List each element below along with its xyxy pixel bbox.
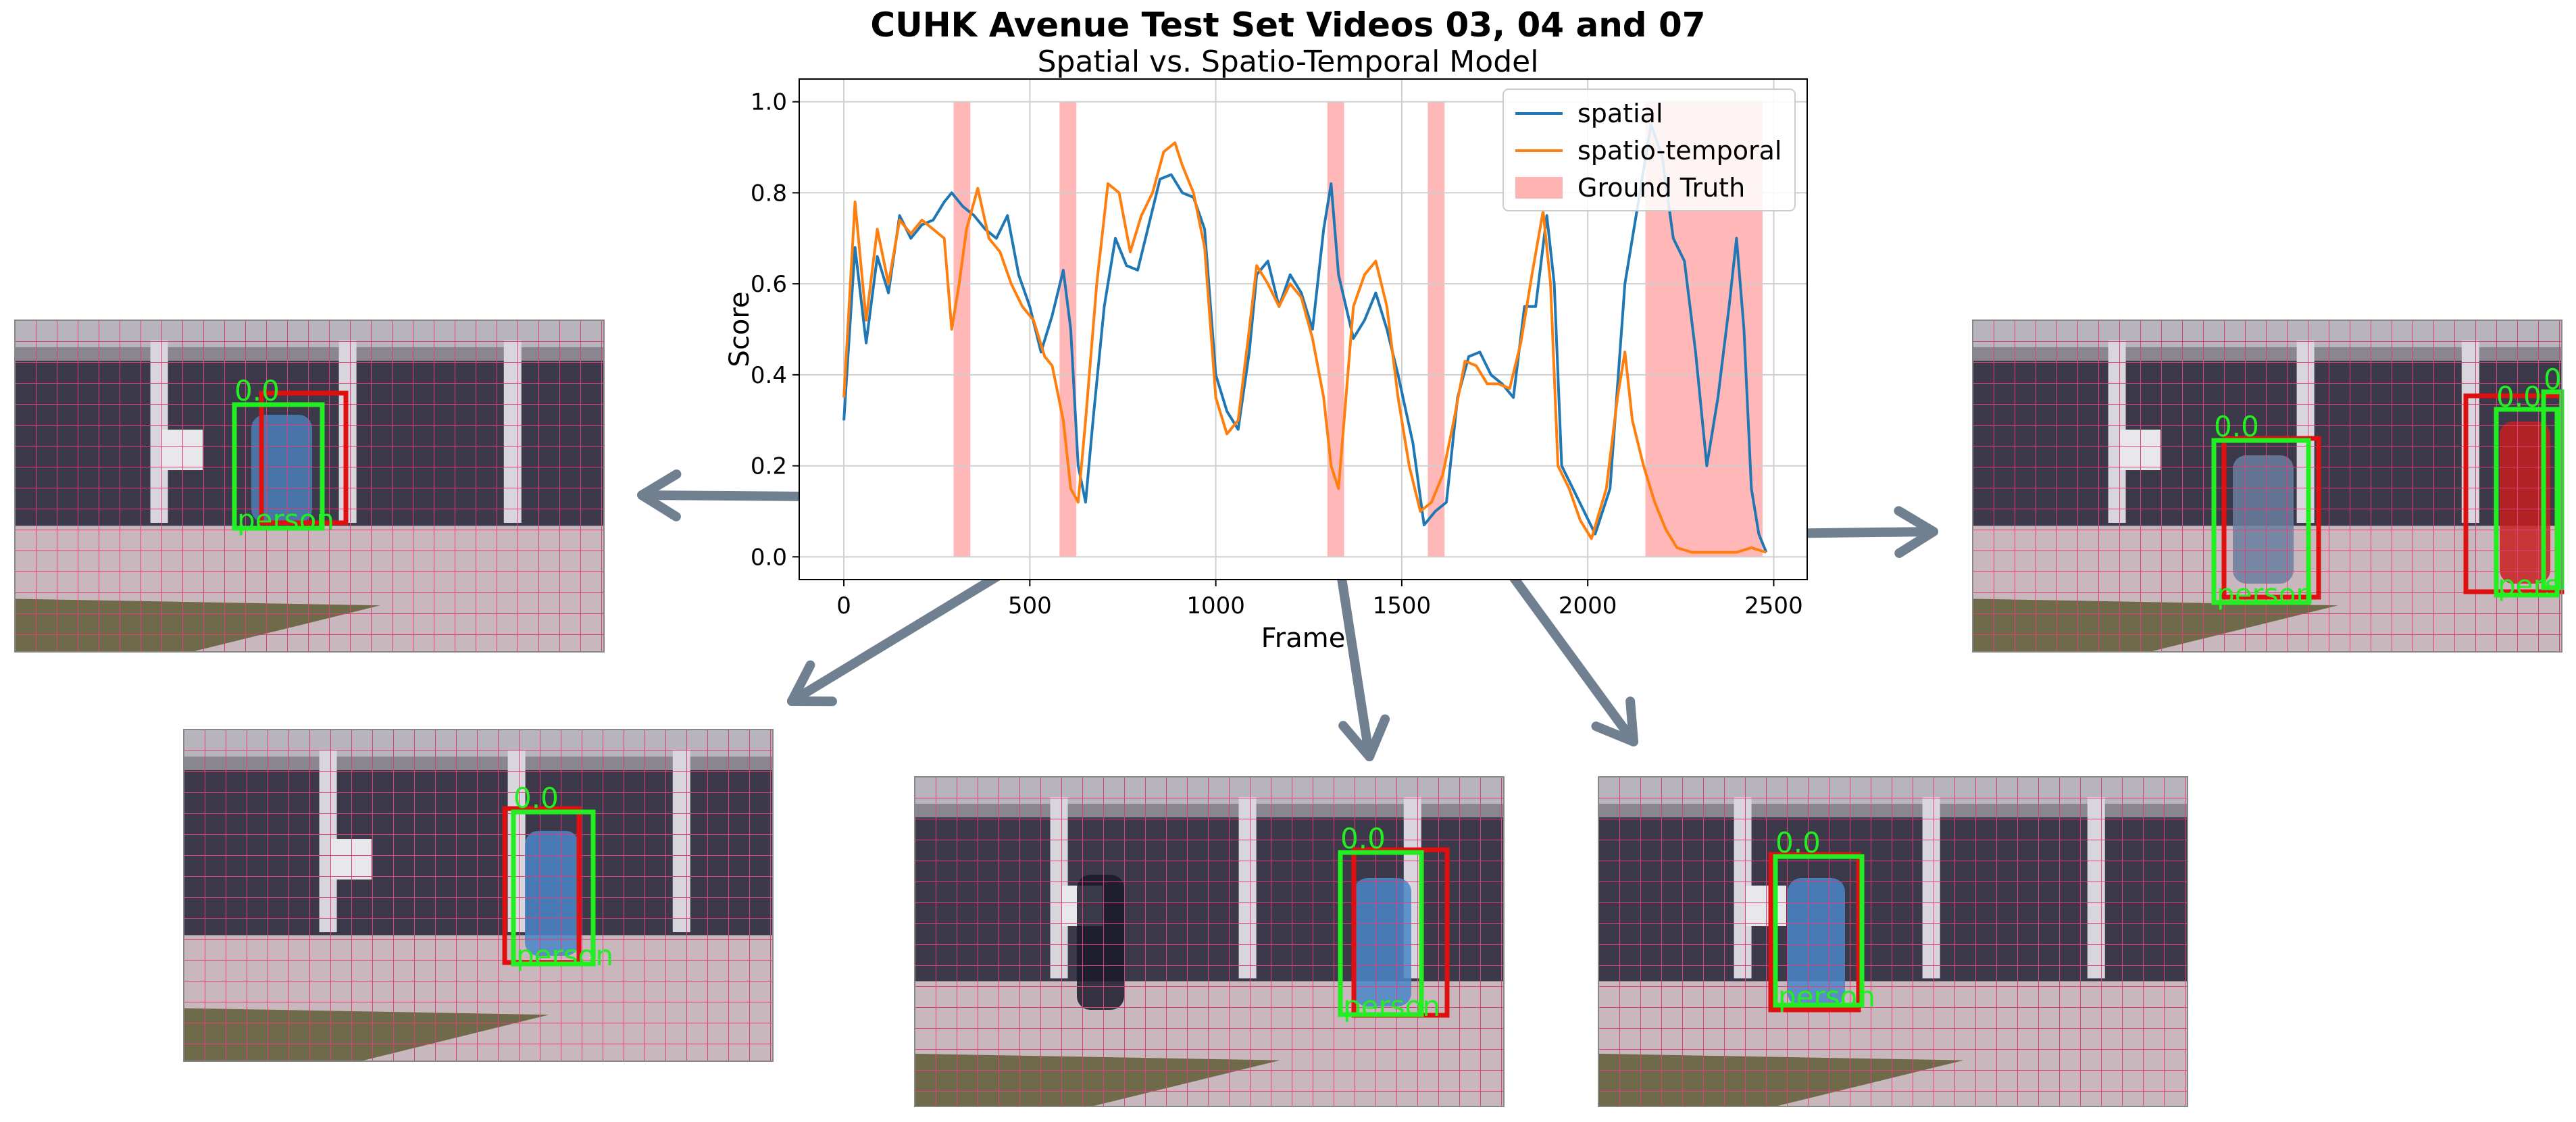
- detection-box: [1338, 850, 1424, 1017]
- scene-grid-overlay: [184, 730, 773, 1061]
- detection-box: [2494, 407, 2560, 598]
- y-tick-label: 1.0: [751, 89, 787, 116]
- legend-label-2: spatio-temporal: [1577, 136, 1782, 165]
- class-label: person: [1778, 980, 1875, 1013]
- detection-box: [2211, 438, 2311, 605]
- scene-grid-overlay: [1598, 777, 2188, 1106]
- score-label: 0.0: [513, 782, 559, 815]
- thumbnail-frame: [183, 729, 774, 1062]
- legend-box: [1502, 88, 1796, 211]
- score-label: 0.0: [2214, 410, 2259, 443]
- series-line-spatio-temporal: [842, 141, 1767, 554]
- score-label: 0.0: [1775, 826, 1821, 859]
- thumb-2: 0.0 person: [183, 729, 774, 1062]
- thumb-3: 0.0 person: [914, 776, 1505, 1107]
- thumb-4: 0.0 person: [1598, 776, 2188, 1107]
- detection-box: [232, 402, 325, 531]
- x-axis-label: Frame: [1261, 623, 1346, 654]
- thumbnail-frame: [1972, 320, 2562, 653]
- chart-title: CUHK Avenue Test Set Videos 03, 04 and 0…: [870, 5, 1706, 45]
- ground-truth-box: [259, 390, 349, 526]
- ground-truth-span-3: [1327, 101, 1344, 557]
- pointer-head: [637, 469, 682, 521]
- pointer-head: [787, 660, 837, 707]
- y-tick-label: 0.6: [751, 271, 787, 298]
- plot-frame: [799, 78, 1808, 580]
- y-axis-label: Score: [724, 291, 755, 367]
- thumbnail-frame: [14, 320, 605, 653]
- x-tick-label: 2000: [1559, 592, 1617, 619]
- score-label: 0.0: [234, 374, 280, 407]
- y-tick-label: 0.2: [751, 453, 787, 480]
- class-label: person: [516, 939, 613, 972]
- legend-swatch-3: [1515, 177, 1563, 199]
- y-tick-label: 0.8: [751, 180, 787, 207]
- x-tick-label: 500: [1008, 592, 1052, 619]
- thumbnail-frame: [1598, 776, 2188, 1107]
- chart-subtitle: Spatial vs. Spatio-Temporal Model: [1037, 45, 1539, 79]
- score-label: 0.0: [1340, 822, 1386, 855]
- x-tick-label: 0: [836, 592, 851, 619]
- x-tick-label: 2500: [1744, 592, 1803, 619]
- pointer-head: [1591, 696, 1638, 746]
- detection-box: [511, 809, 596, 967]
- thumb-1: 0.0 person: [14, 320, 605, 653]
- class-label-extra: pers: [2498, 569, 2560, 602]
- ground-truth-span-4: [1428, 101, 1445, 557]
- ground-truth-span-1: [953, 101, 971, 557]
- scene-grid-overlay: [15, 320, 604, 652]
- class-label: person: [237, 503, 334, 536]
- legend: spatial spatio-temporal Ground Truth: [1502, 88, 1796, 211]
- thumbnail-frame: [914, 776, 1505, 1107]
- ground-truth-span-2: [1059, 101, 1077, 557]
- score-label-extra: 0: [2544, 363, 2562, 396]
- detection-box: [1773, 854, 1865, 1008]
- series-line-spatial: [842, 123, 1768, 553]
- x-tick-label: 1000: [1186, 592, 1245, 619]
- class-label: person: [2217, 578, 2314, 611]
- y-tick-label: 0.4: [751, 362, 787, 389]
- y-tick-label: 0.0: [751, 544, 787, 571]
- score-label-extra: 0.0: [2496, 380, 2542, 413]
- pointer-head: [1338, 714, 1390, 761]
- x-tick-label: 1500: [1373, 592, 1432, 619]
- legend-label-1: spatial: [1577, 99, 1663, 128]
- pointer-head: [1894, 506, 1938, 558]
- scene-grid-overlay: [915, 777, 1504, 1106]
- legend-label-3: Ground Truth: [1577, 173, 1745, 203]
- class-label: person: [1343, 990, 1440, 1023]
